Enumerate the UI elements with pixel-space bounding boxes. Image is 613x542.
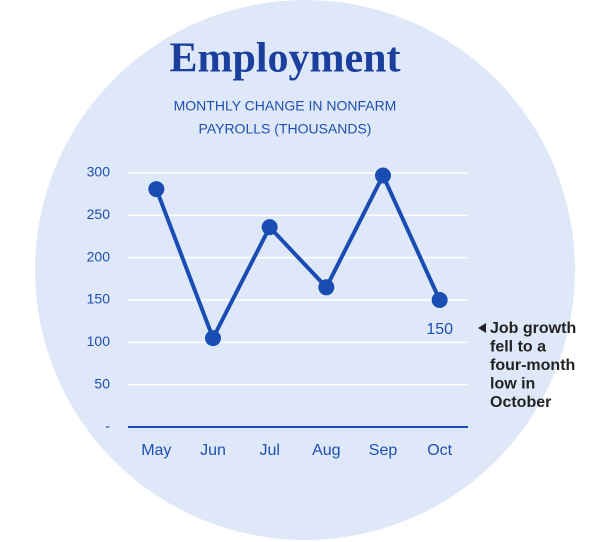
value-label: 150 [426, 321, 453, 338]
x-tick-label: May [141, 442, 171, 459]
annotation: low in [490, 376, 535, 393]
annotation: four-month [490, 357, 575, 374]
x-tick-label: Sep [369, 442, 398, 459]
y-tick-label: 100 [87, 333, 111, 349]
point [148, 181, 165, 198]
chart-subtitle: MONTHLY CHANGE IN NONFARM [174, 98, 397, 114]
x-tick-label: Jun [200, 442, 226, 459]
x-tick-label: Jul [259, 442, 279, 459]
point [261, 219, 278, 236]
point [318, 279, 335, 296]
x-tick-label: Oct [427, 442, 452, 459]
point [431, 292, 448, 308]
annotation: fell to a [490, 339, 546, 356]
background-circle [35, 0, 575, 540]
y-tick-label: 200 [87, 248, 111, 264]
annotation-arrow [478, 323, 486, 333]
chart-subtitle: PAYROLLS (THOUSANDS) [199, 121, 372, 137]
point [375, 167, 391, 184]
chart-title: Employment [170, 36, 401, 82]
annotation: Job growth [490, 320, 576, 337]
y-tick-label: - [105, 418, 110, 434]
y-tick-label: 50 [94, 375, 110, 391]
point [205, 330, 221, 347]
y-tick-label: 300 [87, 164, 111, 180]
x-tick-label: Aug [312, 442, 340, 459]
y-tick-label: 150 [87, 291, 111, 307]
annotation: October [490, 394, 551, 411]
line [154, 173, 442, 341]
y-tick-label: 250 [87, 206, 111, 222]
